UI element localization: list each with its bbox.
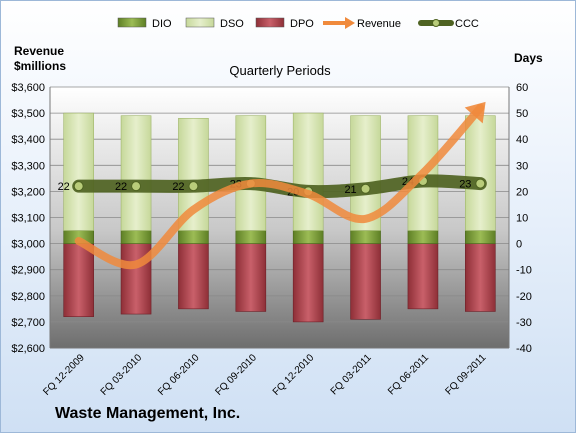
dpo-bar: [292, 243, 324, 323]
legend-label: DPO: [290, 18, 314, 30]
right-tick-label: -20: [516, 291, 532, 303]
right-axis-label: Days: [514, 51, 543, 65]
dio-bar: [292, 230, 324, 244]
legend-point-ccc: [432, 19, 440, 27]
right-tick-label: 30: [516, 160, 528, 172]
legend-swatch-dso: [185, 17, 215, 28]
left-tick-label: $2,600: [11, 343, 45, 355]
dso-bar: [292, 112, 324, 231]
ccc-data-label: 22: [115, 181, 127, 193]
left-tick-label: $2,900: [11, 265, 45, 277]
dio-bar: [465, 230, 496, 244]
dio-bar: [407, 230, 439, 244]
legend: DIO DSO DPO Revenue CCC: [117, 17, 479, 30]
ccc-point: [360, 183, 371, 194]
left-tick-label: $3,600: [11, 82, 45, 94]
legend-label: DIO: [152, 18, 172, 30]
left-tick-label: $2,700: [11, 317, 45, 329]
ccc-data-label: 23: [459, 179, 471, 191]
dpo-bar: [235, 243, 267, 312]
dio-bar: [178, 230, 209, 244]
left-tick-label: $3,400: [11, 134, 45, 146]
dpo-bar: [407, 243, 439, 310]
company-name: Waste Management, Inc.: [55, 405, 241, 422]
dso-bar: [235, 115, 267, 231]
ccc-point: [188, 181, 199, 192]
right-tick-label: 40: [516, 134, 528, 146]
right-tick-label: -30: [516, 317, 532, 329]
revenue-line: [74, 103, 485, 270]
ccc-point: [73, 181, 84, 192]
right-tick-label: 50: [516, 108, 528, 120]
legend-swatch-dpo: [255, 17, 285, 28]
left-tick-label: $3,100: [11, 213, 45, 225]
x-tick-label: FQ 12-2010: [271, 352, 317, 398]
left-tick-label: $3,500: [11, 108, 45, 120]
ccc-data-label: 21: [344, 184, 356, 196]
dso-bar: [465, 115, 496, 231]
ccc-point: [131, 181, 142, 192]
ccc-point: [475, 178, 486, 189]
dpo-bar: [178, 243, 209, 310]
chart-title: Quarterly Periods: [229, 63, 331, 78]
left-tick-label: $3,000: [11, 239, 45, 251]
left-tick-label: $3,300: [11, 160, 45, 172]
x-tick-label: FQ 03-2010: [99, 352, 145, 398]
legend-label: Revenue: [357, 18, 401, 30]
right-tick-label: 60: [516, 82, 528, 94]
dio-bar: [350, 230, 381, 244]
right-tick-label: 10: [516, 213, 528, 225]
ccc-data-label: 22: [58, 181, 70, 193]
legend-label: CCC: [455, 18, 479, 30]
dso-bar: [120, 115, 152, 231]
dpo-bar: [63, 243, 94, 317]
x-tick-label: FQ 09-2010: [213, 352, 259, 398]
right-tick-label: 20: [516, 186, 528, 198]
left-tick-label: $2,800: [11, 291, 45, 303]
ccc-data-label: 22: [172, 181, 184, 193]
right-tick-label: 0: [516, 239, 522, 251]
dio-bar: [235, 230, 267, 244]
legend-swatch-dio: [117, 17, 147, 28]
x-tick-label: FQ 12-2009: [41, 352, 87, 398]
left-axis-label-line1: Revenue: [14, 44, 64, 58]
left-tick-label: $3,200: [11, 186, 45, 198]
dpo-bar: [350, 243, 381, 320]
legend-arrow-revenue: [345, 17, 355, 29]
left-axis-label-line2: $millions: [14, 59, 66, 73]
right-tick-label: -40: [516, 343, 532, 355]
x-tick-label: FQ 09-2011: [443, 352, 488, 397]
dio-bar: [120, 230, 152, 244]
revenue-arrowhead: [464, 101, 486, 124]
legend-label: DSO: [220, 18, 244, 30]
x-tick-label: FQ 06-2010: [156, 352, 202, 398]
dpo-bar: [465, 243, 496, 312]
dso-bar: [63, 112, 94, 231]
x-tick-label: FQ 03-2011: [329, 352, 374, 397]
x-tick-label: FQ 06-2011: [386, 352, 431, 397]
right-tick-label: -10: [516, 265, 532, 277]
